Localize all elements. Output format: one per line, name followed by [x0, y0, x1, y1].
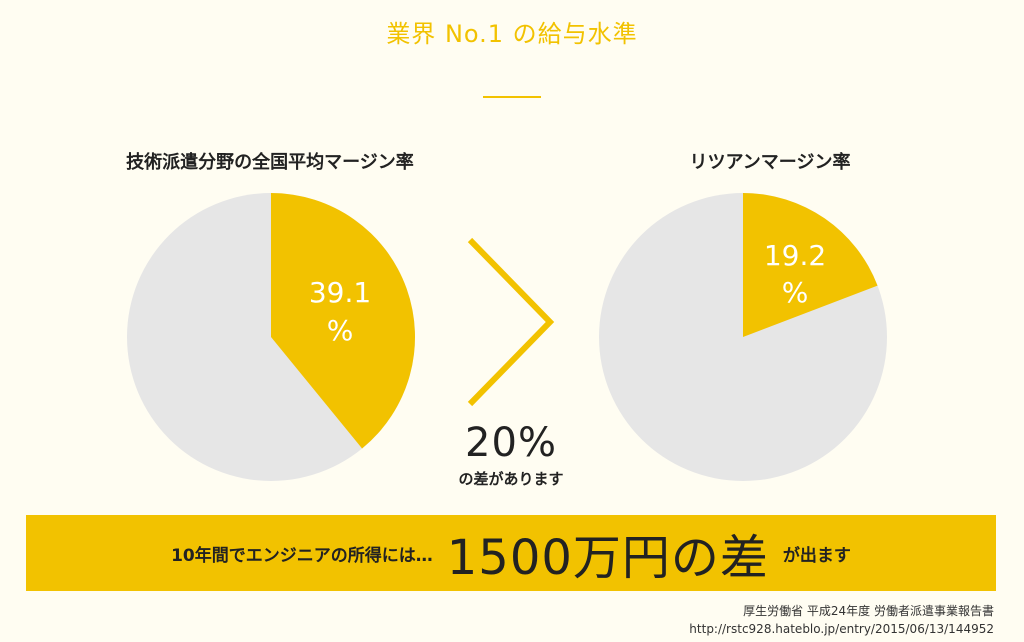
- page-title: 業界 No.1 の給与水準: [386, 20, 638, 48]
- banner-tail-text: が出ます: [782, 545, 851, 566]
- greater-than-chevron-icon: [467, 237, 555, 407]
- banner-amount-text: 1500万円の差: [446, 530, 769, 586]
- right-pie-unit-label: %: [782, 276, 809, 309]
- right-chart-title: リツアンマージン率: [689, 152, 851, 173]
- left-pie-chart: 39.1 %: [127, 193, 416, 481]
- source-url: http://rstc928.hateblo.jp/entry/2015/06/…: [689, 622, 994, 636]
- difference-value: 20%: [465, 420, 557, 466]
- left-pie-unit-label: %: [327, 314, 354, 347]
- right-pie-chart: 19.2 %: [599, 193, 887, 481]
- title-divider: [483, 96, 541, 98]
- right-pie-highlight-slice: [743, 193, 878, 337]
- source-citation: 厚生労働省 平成24年度 労働者派遣事業報告書: [743, 604, 994, 618]
- left-pie-highlight-slice: [271, 193, 416, 449]
- right-pie-value-label: 19.2: [764, 239, 826, 272]
- difference-note: の差があります: [458, 470, 564, 488]
- left-pie-value-label: 39.1: [309, 276, 371, 309]
- banner-lead-text: 10年間でエンジニアの所得には…: [171, 545, 433, 566]
- salary-difference-banner: 10年間でエンジニアの所得には… 1500万円の差 が出ます: [26, 515, 996, 591]
- left-chart-title: 技術派遣分野の全国平均マージン率: [126, 152, 414, 173]
